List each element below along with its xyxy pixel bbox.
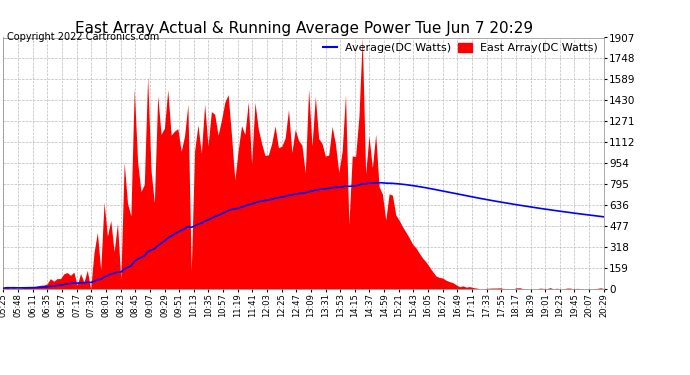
Title: East Array Actual & Running Average Power Tue Jun 7 20:29: East Array Actual & Running Average Powe… (75, 21, 533, 36)
Legend: Average(DC Watts), East Array(DC Watts): Average(DC Watts), East Array(DC Watts) (323, 43, 598, 53)
Text: Copyright 2022 Cartronics.com: Copyright 2022 Cartronics.com (7, 32, 159, 42)
